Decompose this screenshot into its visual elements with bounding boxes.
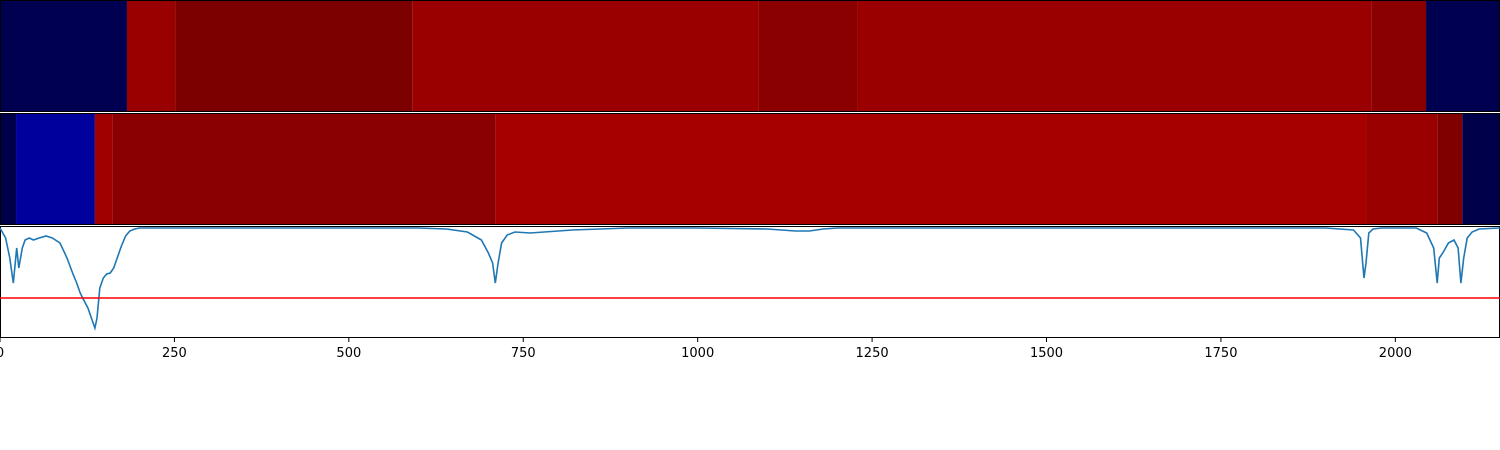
middle-band-segment-6	[1437, 113, 1463, 225]
top-band-segment-3	[412, 0, 759, 112]
x-tick-label-3: 750	[511, 346, 536, 361]
top-band-segment-7	[1426, 0, 1500, 112]
line-series-0	[0, 227, 1500, 331]
heatmap-band-middle	[0, 113, 1500, 225]
middle-band-segment-0	[0, 113, 17, 225]
line-series-group	[0, 227, 1500, 331]
line-panel-frame	[0, 226, 1500, 338]
top-band-segment-6	[1371, 0, 1427, 112]
x-tick-label-7: 1750	[1204, 346, 1237, 361]
x-tick-label-8: 2000	[1379, 346, 1412, 361]
top-band-segment-2	[175, 0, 413, 112]
x-tick-label-1: 250	[162, 346, 187, 361]
line-panel	[0, 226, 1500, 338]
middle-band-segment-1	[16, 113, 95, 225]
x-tick-label-6: 1500	[1030, 346, 1063, 361]
middle-band-segment-3	[112, 113, 496, 225]
middle-band-segment-7	[1462, 113, 1500, 225]
x-tick-label-4: 1000	[681, 346, 714, 361]
middle-band-segment-4	[495, 113, 1367, 225]
middle-band-segment-2	[94, 113, 113, 225]
x-tick-label-5: 1250	[856, 346, 889, 361]
top-band-segment-4	[758, 0, 858, 112]
x-tick-label-2: 500	[336, 346, 361, 361]
top-band-segment-1	[126, 0, 176, 112]
top-band-segment-0	[0, 0, 127, 112]
heatmap-band-top	[0, 0, 1500, 112]
x-axis: 0 250 500 750 1000 1250 1500 1750 2000	[0, 338, 1412, 361]
middle-band-segment-5	[1366, 113, 1438, 225]
top-band-segment-5	[857, 0, 1372, 112]
x-tick-label-0: 0	[0, 346, 4, 361]
